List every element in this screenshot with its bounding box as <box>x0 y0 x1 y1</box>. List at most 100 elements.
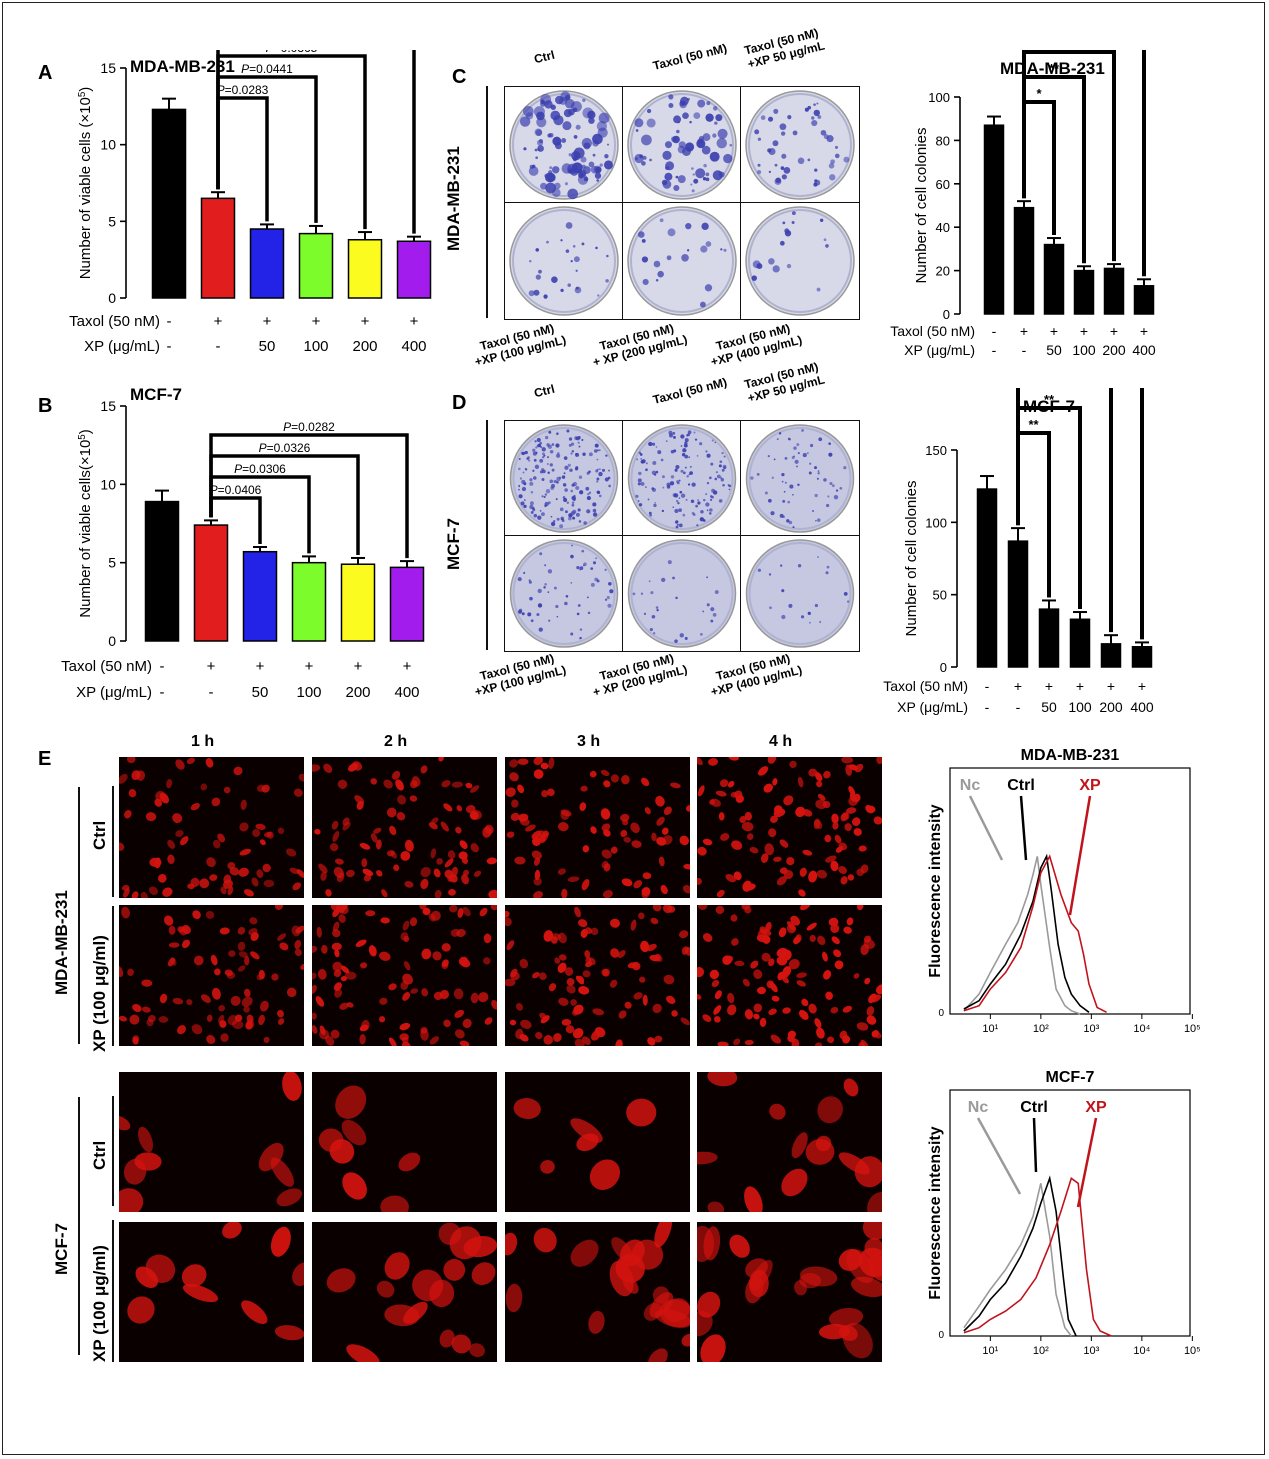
condition-label: XP (100 μg/ml) <box>90 1245 109 1362</box>
significance-label: P=0.0283 <box>217 83 269 97</box>
taxol-sign: + <box>1138 678 1146 694</box>
histogram-y-label: Fluorescence intensity <box>927 804 944 977</box>
xp-dose: 50 <box>252 684 269 701</box>
histogram-curve <box>963 1175 1077 1337</box>
row-label-xp: XP (μg/mL) <box>897 699 968 715</box>
bar <box>1007 540 1029 668</box>
bar <box>291 561 327 642</box>
x-tick-label: 10³ <box>1083 1345 1099 1357</box>
micrograph <box>119 1072 304 1212</box>
x-tick-label: 10⁵ <box>1184 1023 1200 1035</box>
bar <box>200 197 236 299</box>
x-tick-label: 10⁴ <box>1133 1345 1150 1357</box>
series-label: Nc <box>960 777 981 794</box>
taxol-sign: + <box>305 658 314 675</box>
colony-plate <box>741 424 859 536</box>
taxol-sign: + <box>214 313 223 330</box>
y-axis-label: Number of cell colonies <box>903 481 920 637</box>
significance-label: P=0.0306 <box>234 462 286 476</box>
taxol-sign: + <box>354 658 363 675</box>
y-tick-label: 20 <box>936 264 950 279</box>
bar <box>249 228 285 299</box>
bar <box>396 240 432 299</box>
y-tick-label: 0 <box>943 307 950 322</box>
micrograph <box>505 1072 690 1212</box>
significance-label: * <box>1036 86 1042 101</box>
taxol-sign: + <box>1045 678 1053 694</box>
colony-plate <box>745 206 855 316</box>
x-tick-label: 10² <box>1033 1023 1049 1035</box>
series-label: Ctrl <box>1020 1099 1048 1116</box>
xp-dose: 400 <box>401 338 426 355</box>
micrograph <box>119 1222 304 1362</box>
label-rule <box>112 906 114 1046</box>
y-axis-label: Number of cell colonies <box>913 128 930 284</box>
significance-label: ** <box>1049 61 1060 76</box>
taxol-sign: + <box>403 658 412 675</box>
x-tick-label: 10⁵ <box>1184 1345 1200 1357</box>
y-tick-label: 0 <box>940 660 947 675</box>
significance-bracket <box>1016 388 1144 640</box>
time-label: 1 h <box>191 733 215 750</box>
significance-label: ** <box>1064 50 1075 51</box>
colony-plate <box>505 421 623 536</box>
xp-dose: 50 <box>1046 342 1062 358</box>
y-tick-label: 40 <box>936 220 950 235</box>
y-tick-label: 100 <box>928 90 950 105</box>
xp-dose: - <box>167 338 172 355</box>
significance-label: ** <box>1044 392 1055 407</box>
taxol-sign: + <box>207 658 216 675</box>
bar <box>1043 243 1065 315</box>
panel-letter-c: C <box>452 66 467 88</box>
label-rule <box>78 1097 80 1355</box>
xp-dose: 50 <box>259 338 276 355</box>
taxol-sign: + <box>263 313 272 330</box>
histogram-curve <box>963 853 1090 1013</box>
label-rule <box>112 1220 114 1362</box>
y-tick-label: 50 <box>933 588 947 603</box>
colony-plate <box>509 203 623 319</box>
taxol-sign: - <box>992 323 997 339</box>
y-tick-label: 0 <box>108 290 116 306</box>
micrograph <box>312 905 497 1046</box>
plate-row-rule <box>486 86 488 318</box>
x-tick-label: 10² <box>1033 1345 1049 1357</box>
significance-label: P=0.0326 <box>259 441 311 455</box>
bar <box>1133 285 1155 315</box>
panel-letter-a: A <box>38 62 53 84</box>
xp-dose: - <box>160 684 165 701</box>
significance-bracket <box>216 54 367 230</box>
plate-grid <box>504 420 860 652</box>
y-tick-label: 150 <box>925 443 947 458</box>
time-label: 2 h <box>384 733 408 750</box>
micrograph <box>312 757 497 898</box>
series-label: XP <box>1085 1099 1107 1116</box>
y-tick-label: 10 <box>100 137 116 153</box>
row-label-taxol: Taxol (50 nM) <box>890 323 975 339</box>
xp-dose: - <box>992 342 997 358</box>
bar <box>151 108 187 299</box>
histogram-y-tick: 0 <box>938 1008 944 1019</box>
condition-label: XP (100 μg/ml) <box>90 935 109 1052</box>
row-label-xp: XP (μg/mL) <box>76 684 152 701</box>
series-pointer <box>1076 1117 1098 1208</box>
label-rule <box>112 1096 114 1206</box>
colony-plate <box>627 203 741 319</box>
xp-dose: 200 <box>352 338 377 355</box>
taxol-sign: + <box>410 313 419 330</box>
significance-bracket <box>216 50 416 234</box>
taxol-sign: - <box>985 678 990 694</box>
series-pointer <box>976 1117 1022 1195</box>
histogram-frame <box>949 1089 1191 1337</box>
time-label: 4 h <box>769 733 793 750</box>
y-axis-label: Number of viable cells (×105) <box>77 87 95 280</box>
condition-label: Ctrl <box>90 1140 109 1170</box>
panel-e-histogram-mda: MDA-MB-231 Fluorescence intensity 0 10¹ 10² 1… <box>927 747 1200 1035</box>
time-label: 3 h <box>577 733 601 750</box>
significance-label: P=0.0441 <box>241 62 293 76</box>
taxol-sign: - <box>160 658 165 675</box>
panel-letter-b: B <box>38 395 53 417</box>
histogram-frame <box>949 767 1191 1015</box>
taxol-sign: + <box>312 313 321 330</box>
